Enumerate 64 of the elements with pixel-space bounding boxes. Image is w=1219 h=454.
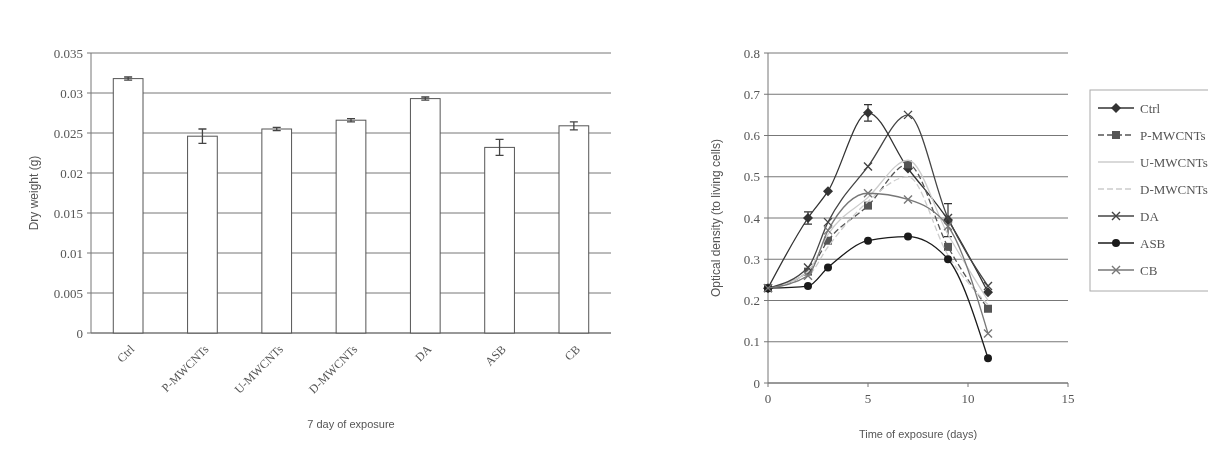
- legend-label: ASB: [1140, 235, 1166, 251]
- x-tick-label: 0: [764, 391, 772, 406]
- x-axis-title: Time of exposure (days): [858, 428, 978, 440]
- x-axis-title: 7 day of exposure: [307, 418, 395, 430]
- y-tick-label: 0.02: [60, 165, 83, 181]
- y-tick-label: 0.3: [743, 251, 760, 267]
- bar: [409, 98, 441, 334]
- y-tick-label: 0.03: [60, 85, 83, 101]
- point: [824, 263, 832, 272]
- point: [903, 194, 913, 205]
- y-tick-label: 0.8: [743, 45, 760, 61]
- point: [823, 186, 833, 197]
- legend-label: CB: [1140, 262, 1158, 278]
- bar: [484, 146, 515, 334]
- x-tick-label: Ctrl: [114, 341, 138, 366]
- point: [823, 217, 833, 227]
- bar: [261, 128, 293, 334]
- y-tick-label: 0.025: [53, 125, 83, 141]
- y-tick-label: 0.035: [53, 45, 83, 61]
- bar: [187, 135, 218, 334]
- point: [804, 282, 812, 291]
- point: [823, 225, 833, 236]
- point: [983, 328, 993, 339]
- y-tick-label: 0.6: [743, 128, 761, 144]
- y-tick-label: 0: [76, 325, 83, 341]
- y-tick-label: 0.5: [743, 169, 760, 185]
- point: [864, 236, 872, 245]
- legend-label: Ctrl: [1140, 100, 1161, 116]
- x-tick-label: 15: [1061, 391, 1075, 406]
- x-tick-label: 5: [864, 391, 872, 406]
- y-tick-label: 0.2: [743, 293, 760, 309]
- y-axis-title: Optical density (to living cells): [709, 138, 723, 298]
- y-tick-label: 0.015: [53, 205, 83, 221]
- bar: [558, 125, 590, 334]
- point: [983, 281, 993, 291]
- y-tick-label: 0.005: [53, 285, 83, 301]
- point: [983, 287, 993, 298]
- point: [984, 354, 992, 363]
- y-tick-label: 0.1: [743, 334, 760, 350]
- legend-label: P-MWCNTs: [1140, 127, 1206, 143]
- bar: [335, 119, 367, 334]
- x-tick-label: CB: [561, 342, 583, 364]
- point: [803, 262, 813, 273]
- y-axis-title: Dry weight (g): [27, 155, 41, 231]
- legend-label: U-MWCNTs: [1140, 154, 1208, 170]
- point: [944, 255, 952, 264]
- bar: [112, 78, 144, 334]
- point: [863, 161, 873, 172]
- point: [864, 201, 872, 210]
- point: [904, 232, 912, 241]
- x-tick-label: 10: [961, 391, 975, 406]
- y-tick-label: 0.4: [743, 210, 761, 226]
- legend-label: D-MWCNTs: [1140, 181, 1208, 197]
- point: [903, 110, 913, 120]
- point: [863, 188, 873, 198]
- y-tick-label: 0.7: [743, 86, 761, 102]
- y-tick-label: 0.01: [60, 245, 83, 261]
- x-tick-label: DA: [412, 341, 435, 365]
- point: [944, 242, 952, 251]
- point: [984, 304, 992, 313]
- legend-label: DA: [1140, 208, 1160, 224]
- x-tick-label: ASB: [482, 342, 509, 369]
- point: [943, 221, 953, 231]
- point: [803, 271, 813, 281]
